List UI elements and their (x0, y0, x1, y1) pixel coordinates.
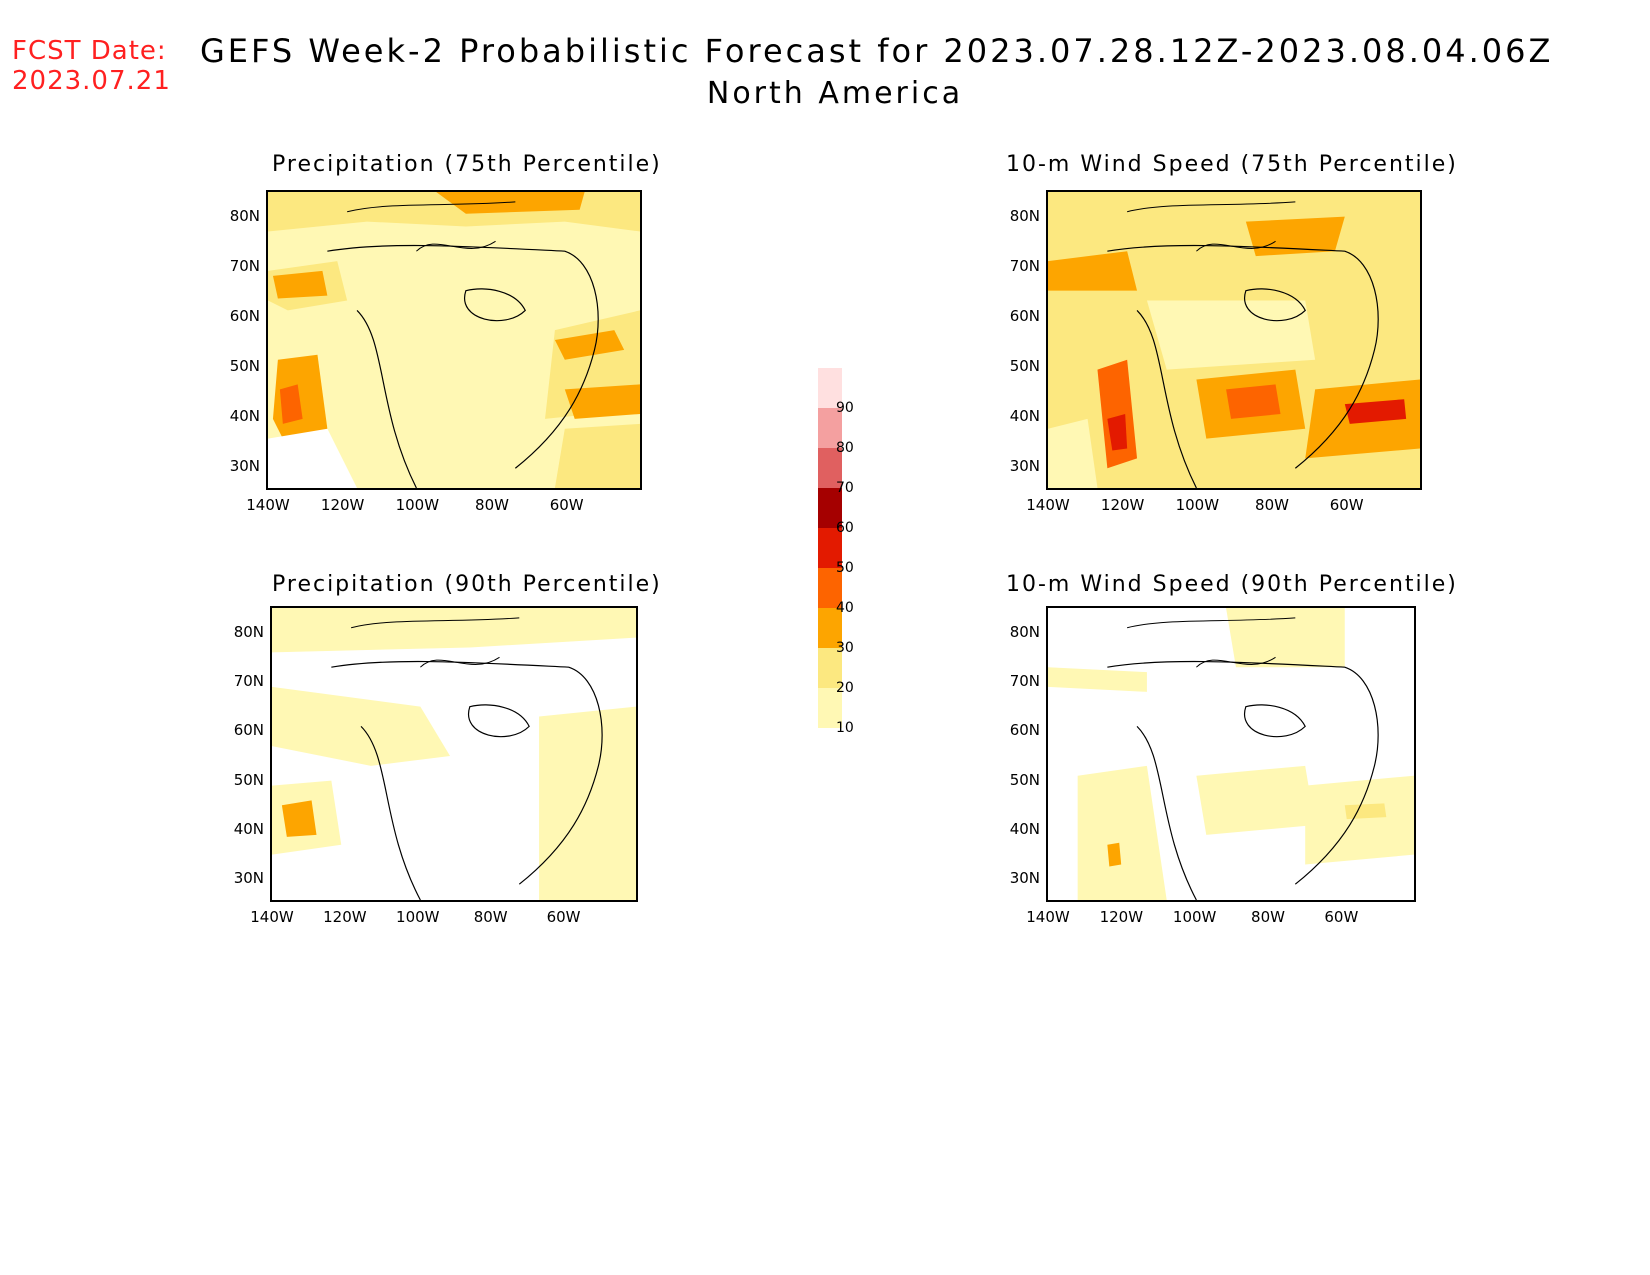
colorbar-swatch (818, 408, 842, 448)
lat-tick-label: 30N (1009, 869, 1040, 887)
colorbar-level-label: 70 (836, 480, 854, 496)
colorbar-level-label: 80 (836, 440, 854, 456)
colorbar-swatch (818, 568, 842, 608)
lat-tick-label: 70N (229, 257, 260, 275)
lat-tick-label: 30N (233, 869, 264, 887)
colorbar-svg (818, 368, 842, 728)
colorbar-level-label: 50 (836, 560, 854, 576)
lat-tick-label: 30N (229, 457, 260, 475)
panel-title-wind-75: 10-m Wind Speed (75th Percentile) (1006, 152, 1458, 177)
map-precip-90-plot (272, 608, 636, 900)
lat-tick-label: 70N (1009, 257, 1040, 275)
lat-tick-label: 70N (233, 672, 264, 691)
colorbar-level-label: 30 (836, 640, 854, 656)
forecast-date-label: FCST Date: 2023.07.21 (12, 36, 171, 96)
colorbar-swatch (818, 528, 842, 568)
lon-tick-label: 80W (1251, 908, 1285, 926)
colorbar-level-label: 20 (836, 680, 854, 696)
colorbar-swatch (818, 488, 842, 528)
colorbar-swatch (818, 368, 842, 408)
lon-tick-label: 60W (546, 908, 581, 926)
lon-tick-label: 100W (1175, 496, 1220, 514)
lat-tick-label: 40N (233, 819, 264, 838)
colorbar-level-label: 60 (836, 520, 854, 536)
lon-tick-label: 80W (473, 908, 508, 926)
lon-tick-label: 120W (320, 496, 365, 514)
colorbar-swatch (818, 448, 842, 488)
map-wind-90 (1046, 606, 1416, 902)
panel-title-wind-90: 10-m Wind Speed (90th Percentile) (1006, 572, 1458, 597)
lat-tick-label: 40N (1009, 407, 1040, 425)
lat-tick-label: 30N (1009, 457, 1040, 475)
lat-tick-label: 80N (1009, 623, 1040, 641)
lon-tick-label: 100W (395, 496, 440, 514)
lon-tick-label: 60W (1329, 496, 1364, 514)
lon-tick-label: 140W (1026, 496, 1070, 514)
lat-tick-label: 80N (233, 623, 264, 641)
lon-tick-label: 140W (250, 908, 294, 926)
lat-tick-label: 60N (1009, 307, 1040, 325)
lat-tick-label: 60N (1009, 721, 1040, 740)
main-title: GEFS Week-2 Probabilistic Forecast for 2… (200, 32, 1554, 70)
lon-tick-label: 80W (1255, 496, 1289, 514)
map-wind-75 (1046, 190, 1422, 490)
lat-tick-label: 50N (1009, 357, 1040, 375)
map-wind-90-plot (1048, 608, 1414, 900)
panel-title-precip-75: Precipitation (75th Percentile) (272, 152, 662, 177)
map-precip-75-plot (268, 192, 640, 488)
colorbar (808, 338, 878, 738)
lon-tick-label: 140W (246, 496, 290, 514)
panel-title-precip-90: Precipitation (90th Percentile) (272, 572, 662, 597)
region-subtitle: North America (706, 76, 964, 111)
lat-tick-label: 50N (1009, 770, 1040, 789)
map-precip-90 (270, 606, 638, 902)
map-wind-75-plot (1048, 192, 1420, 488)
lat-tick-label: 60N (233, 721, 264, 740)
lat-tick-label: 40N (1009, 819, 1040, 838)
colorbar-swatch (818, 688, 842, 728)
colorbar-level-label: 40 (836, 600, 854, 616)
lat-tick-label: 80N (229, 207, 260, 225)
lat-tick-label: 80N (1009, 207, 1040, 225)
colorbar-level-label: 90 (836, 400, 854, 416)
fcst-label: FCST Date: (12, 36, 167, 66)
lon-tick-label: 120W (323, 908, 367, 926)
lat-tick-label: 50N (233, 770, 264, 789)
map-precip-75 (266, 190, 642, 490)
lat-tick-label: 40N (229, 407, 260, 425)
lon-tick-label: 60W (549, 496, 584, 514)
colorbar-swatch (818, 648, 842, 688)
lat-tick-label: 70N (1009, 672, 1040, 691)
colorbar-level-label: 10 (836, 720, 854, 736)
colorbar-swatch (818, 608, 842, 648)
lon-tick-label: 100W (1172, 908, 1217, 926)
lat-tick-label: 60N (229, 307, 260, 325)
lon-tick-label: 120W (1100, 496, 1145, 514)
lon-tick-label: 80W (475, 496, 509, 514)
fcst-date: 2023.07.21 (12, 66, 171, 96)
lon-tick-label: 60W (1324, 908, 1359, 926)
lon-tick-label: 120W (1099, 908, 1144, 926)
lon-tick-label: 100W (396, 908, 440, 926)
lat-tick-label: 50N (229, 357, 260, 375)
lon-tick-label: 140W (1026, 908, 1070, 926)
